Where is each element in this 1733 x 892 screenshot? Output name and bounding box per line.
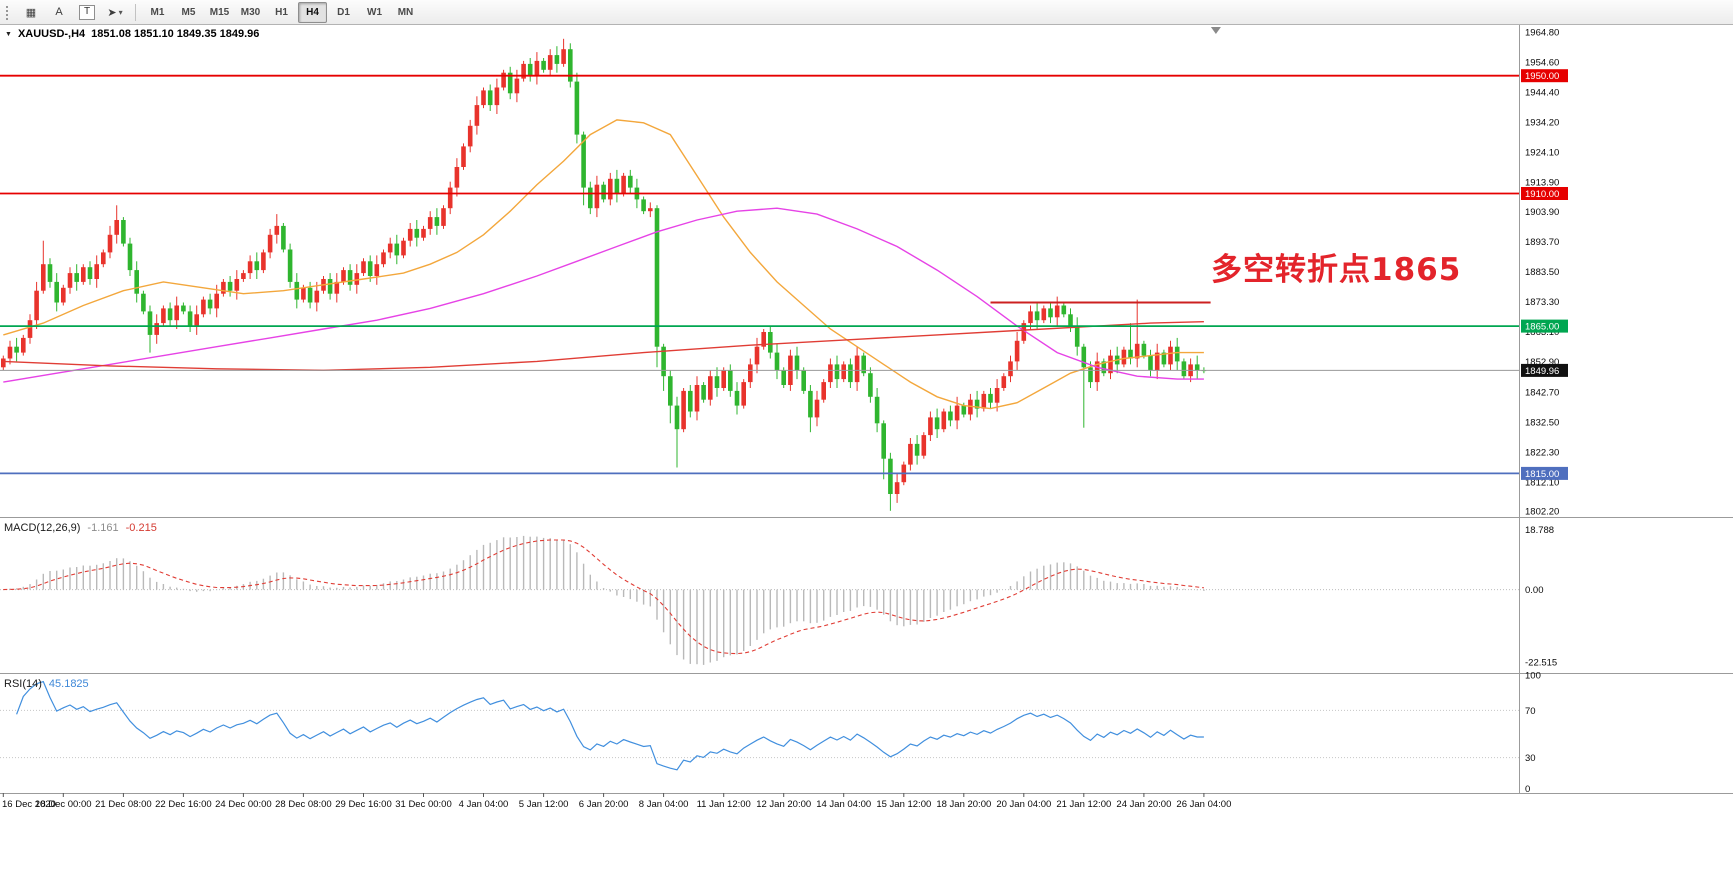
macd-indicator-header: MACD(12,26,9) -1.161 -0.215 bbox=[4, 522, 157, 534]
timeframe-button-m5[interactable]: M5 bbox=[181, 6, 196, 18]
tool-buttons-group: ▦ A T ➤ ▾ bbox=[17, 2, 129, 23]
price-axis-label: 1852.90 bbox=[1525, 357, 1559, 368]
rsi-label: RSI(14) bbox=[4, 678, 42, 690]
time-axis-label: 31 Dec 00:00 bbox=[395, 799, 452, 810]
chart-svg[interactable]: 1964.80 1954.60 1944.40 1934.20 1924.10 1913.… bbox=[0, 25, 1733, 892]
candles-layer bbox=[1, 38, 1207, 511]
dropdown-caret-icon: ▾ bbox=[118, 7, 123, 17]
price-axis-label: 1924.10 bbox=[1525, 148, 1559, 159]
time-axis-label: 8 Jan 04:00 bbox=[639, 799, 689, 810]
timeframe-button-d1[interactable]: D1 bbox=[337, 6, 350, 18]
svg-text:1910.00: 1910.00 bbox=[1525, 189, 1559, 200]
price-axis-label: 1964.80 bbox=[1525, 28, 1559, 39]
price-axis-label: 1944.40 bbox=[1525, 88, 1559, 99]
price-badge: 1865.00 bbox=[1521, 319, 1568, 333]
price-axis-label: 1954.60 bbox=[1525, 58, 1559, 69]
cursor-tool-icon[interactable]: ➤ ▾ bbox=[107, 6, 123, 19]
time-axis-label: 24 Jan 20:00 bbox=[1116, 799, 1171, 810]
price-axis-label: 1842.70 bbox=[1525, 387, 1559, 398]
macd-main-value: -1.161 bbox=[87, 522, 119, 534]
timeframe-button-h1[interactable]: H1 bbox=[275, 6, 288, 18]
svg-text:1950.00: 1950.00 bbox=[1525, 71, 1559, 82]
price-scale-area[interactable] bbox=[1520, 25, 1733, 793]
time-axis-label: 24 Dec 00:00 bbox=[215, 799, 272, 810]
rsi-value: 45.1825 bbox=[48, 678, 89, 690]
ma-mid-magenta[interactable] bbox=[3, 207, 1204, 383]
chart-annotation-text: 多空转折点1865 bbox=[1211, 252, 1462, 288]
time-axis-label: 22 Dec 16:00 bbox=[155, 799, 212, 810]
price-badge: 1910.00 bbox=[1521, 187, 1568, 200]
rsi-line bbox=[16, 680, 1204, 771]
price-axis-label: 1812.10 bbox=[1525, 477, 1559, 488]
toolbar-separator bbox=[135, 3, 136, 21]
toolbar-grip[interactable] bbox=[5, 4, 10, 20]
timeframe-button-m30[interactable]: M30 bbox=[240, 6, 261, 18]
macd-axis-label: -22.515 bbox=[1525, 657, 1557, 668]
chart-window[interactable]: 1964.80 1954.60 1944.40 1934.20 1924.10 1913.… bbox=[0, 25, 1733, 892]
chart-title: ▼ XAUUSD-,H4 1851.08 1851.10 1849.35 184… bbox=[5, 28, 259, 40]
time-axis-label: 15 Jan 12:00 bbox=[876, 799, 931, 810]
time-axis-area[interactable] bbox=[0, 794, 1733, 811]
macd-signal-value: -0.215 bbox=[125, 522, 157, 534]
time-axis-label: 5 Jan 12:00 bbox=[519, 799, 569, 810]
text-label-tool-icon[interactable]: A bbox=[55, 6, 63, 18]
macd-axis-label: 18.788 bbox=[1525, 525, 1554, 536]
timeframe-button-m15[interactable]: M15 bbox=[209, 6, 230, 18]
price-badge: 1815.00 bbox=[1521, 466, 1568, 480]
price-badge: 1950.00 bbox=[1521, 69, 1568, 83]
time-axis-label: 26 Jan 04:00 bbox=[1176, 799, 1231, 810]
rsi-indicator-header: RSI(14) 45.1825 bbox=[4, 678, 89, 690]
price-axis-label: 1883.50 bbox=[1525, 267, 1559, 278]
time-axis-label: 28 Dec 08:00 bbox=[275, 799, 332, 810]
price-axis-label: 1913.90 bbox=[1525, 178, 1559, 189]
time-axis-label: 18 Jan 20:00 bbox=[936, 799, 991, 810]
svg-text:1849.96: 1849.96 bbox=[1525, 366, 1559, 377]
chart-symbol-period: XAUUSD-,H4 bbox=[17, 28, 86, 40]
macd-label: MACD(12,26,9) bbox=[4, 522, 81, 534]
price-axis-label: 1873.30 bbox=[1525, 297, 1559, 308]
chart-shift-marker-icon[interactable] bbox=[1210, 27, 1221, 34]
timeframe-button-mn[interactable]: MN bbox=[397, 6, 414, 18]
time-axis-label: 4 Jan 04:00 bbox=[459, 799, 509, 810]
price-badge: 1849.96 bbox=[1521, 363, 1568, 377]
price-axis-label: 1802.20 bbox=[1525, 507, 1559, 518]
time-axis-label: 11 Jan 12:00 bbox=[697, 799, 751, 810]
svg-text:1865.00: 1865.00 bbox=[1525, 322, 1559, 333]
time-axis-label: 29 Dec 16:00 bbox=[335, 799, 392, 810]
time-axis-label: 21 Jan 12:00 bbox=[1056, 799, 1111, 810]
rsi-axis-label: 30 bbox=[1525, 753, 1536, 764]
one-click-trading-arrow-icon[interactable]: ▼ bbox=[5, 30, 12, 38]
time-axis-label: 20 Jan 04:00 bbox=[996, 799, 1051, 810]
time-axis-label: 14 Jan 04:00 bbox=[816, 799, 871, 810]
text-box-tool-icon[interactable]: T bbox=[73, 2, 101, 23]
price-axis-label: 1863.10 bbox=[1525, 327, 1559, 338]
toolbar: ▦ A T ➤ ▾ M1 M5 M15 M30 H1 H4 D1 W1 MN bbox=[0, 0, 1733, 25]
price-axis-label: 1832.50 bbox=[1525, 417, 1559, 428]
ma-fast-orange[interactable] bbox=[3, 119, 1204, 410]
macd-axis-label: 0.00 bbox=[1525, 585, 1544, 596]
timeframe-button-w1[interactable]: W1 bbox=[367, 6, 382, 18]
time-axis-label: 21 Dec 08:00 bbox=[95, 799, 152, 810]
timeframe-button-h4[interactable]: H4 bbox=[298, 1, 327, 23]
svg-text:1815.00: 1815.00 bbox=[1525, 469, 1559, 480]
time-axis-label: 16 Dec 2020 bbox=[2, 799, 56, 810]
chart-ohlc-values: 1851.08 1851.10 1849.35 1849.96 bbox=[91, 28, 260, 40]
time-axis-label: 6 Jan 20:00 bbox=[579, 799, 629, 810]
time-axis-label: 18 Dec 00:00 bbox=[35, 799, 92, 810]
timeframe-buttons-group: M1 M5 M15 M30 H1 H4 D1 W1 MN bbox=[142, 1, 421, 23]
price-axis-label: 1893.70 bbox=[1525, 237, 1559, 248]
rsi-axis-label: 0 bbox=[1525, 784, 1530, 795]
charts-grid-icon[interactable]: ▦ bbox=[25, 6, 37, 19]
macd-histogram bbox=[9, 535, 1205, 665]
rsi-axis-label: 100 bbox=[1525, 671, 1541, 682]
timeframe-button-m1[interactable]: M1 bbox=[150, 6, 165, 18]
price-axis-label: 1903.90 bbox=[1525, 207, 1559, 218]
macd-signal-line bbox=[3, 539, 1204, 655]
rsi-axis-label: 70 bbox=[1525, 706, 1536, 717]
time-axis-label: 12 Jan 20:00 bbox=[756, 799, 811, 810]
price-axis-label: 1934.20 bbox=[1525, 118, 1559, 129]
price-axis-label: 1822.30 bbox=[1525, 447, 1559, 458]
